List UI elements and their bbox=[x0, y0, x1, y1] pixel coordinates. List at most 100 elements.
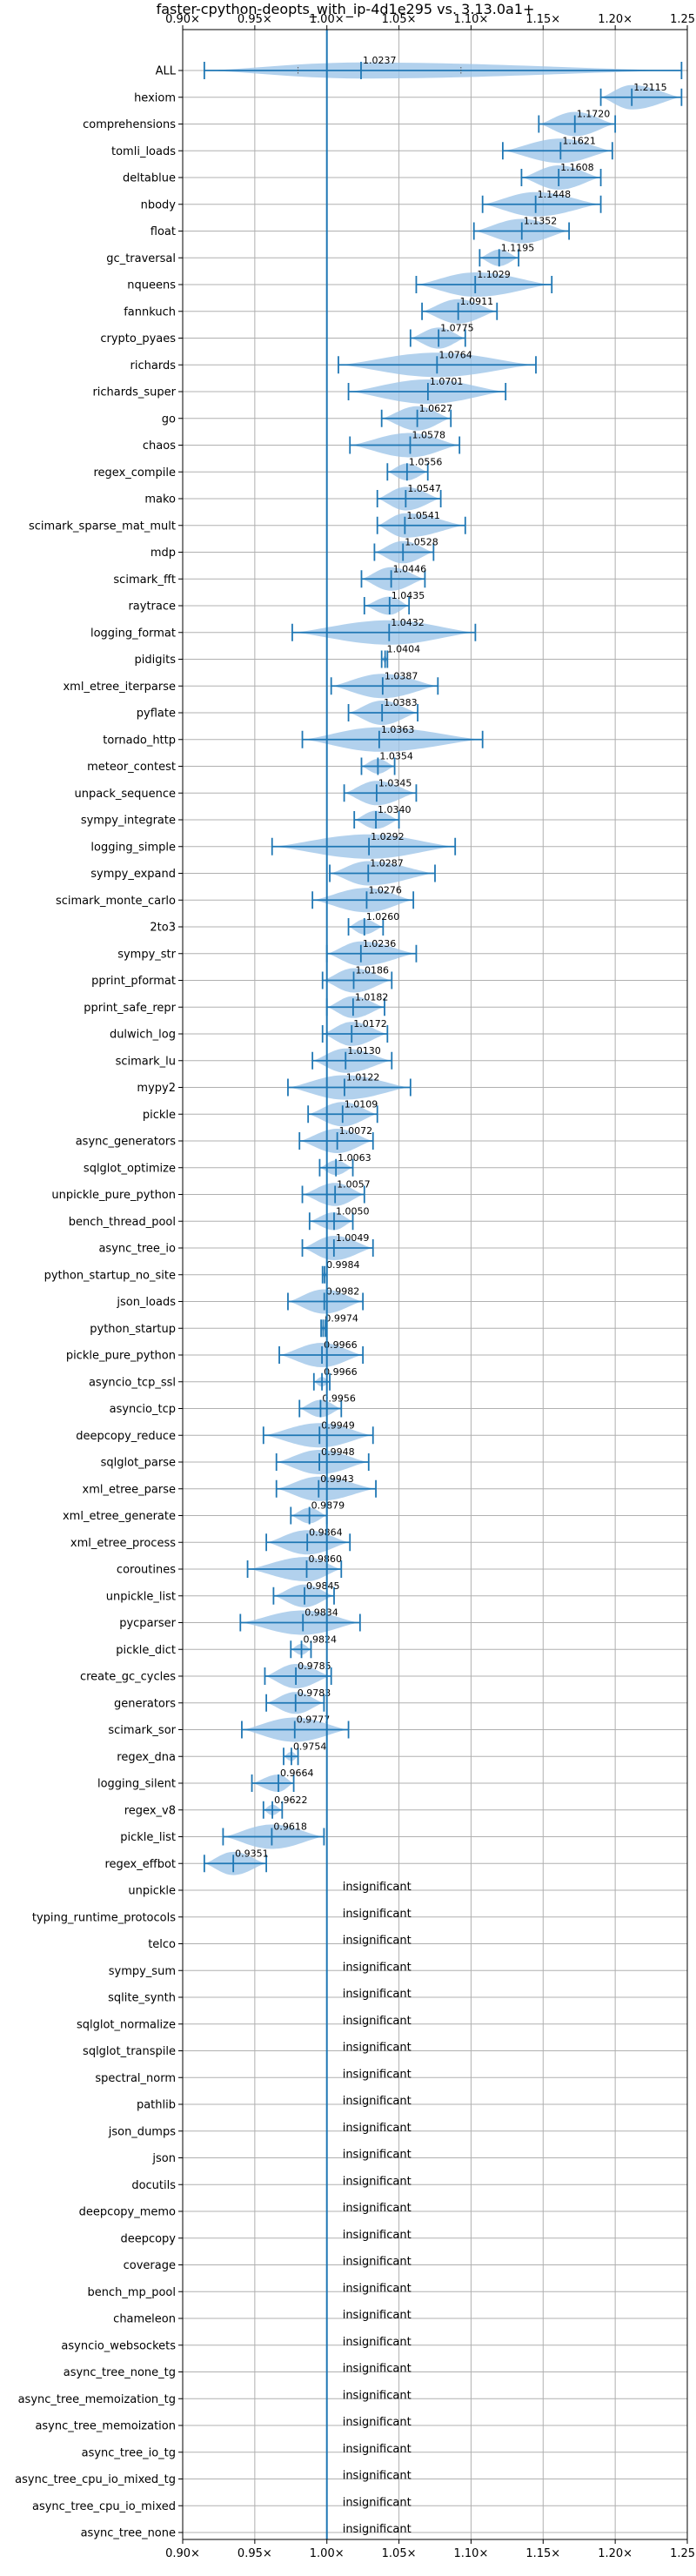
benchmark-label: nqueens bbox=[127, 279, 176, 292]
benchmark-label: python_startup bbox=[90, 1323, 176, 1336]
mean-value-label: 1.0345 bbox=[378, 777, 412, 788]
mean-value-label: 1.0122 bbox=[346, 1072, 380, 1083]
mean-value-label: 1.0547 bbox=[407, 483, 441, 494]
mean-value-label: 0.9984 bbox=[326, 1259, 360, 1271]
violin-layer: 1.0237 1.2115 1.1720 1.1621 1.1608 1.1448 1.13… bbox=[204, 30, 682, 2539]
benchmark-label: json_dumps bbox=[108, 2125, 176, 2138]
benchmark-label: logging_format bbox=[90, 627, 176, 640]
mean-value-label: 1.0627 bbox=[419, 403, 453, 414]
benchmark-label: scimark_fft bbox=[113, 574, 176, 587]
insignificant-label: insignificant bbox=[343, 2068, 412, 2081]
mean-value-label: 0.9864 bbox=[309, 1526, 343, 1538]
mean-value-label: 1.0287 bbox=[370, 858, 404, 869]
mean-value-label: 0.9879 bbox=[311, 1500, 345, 1512]
x-tick-label-top: 0.90× bbox=[165, 13, 200, 26]
benchmark-label: sympy_expand bbox=[90, 868, 176, 881]
benchmark-label: pyflate bbox=[137, 708, 176, 721]
mean-value-label: 1.0354 bbox=[379, 751, 413, 762]
benchmark-label: unpickle_pure_python bbox=[51, 1189, 176, 1202]
benchmark-label: typing_runtime_protocols bbox=[32, 1911, 176, 1924]
benchmark-label: raytrace bbox=[128, 600, 176, 614]
benchmark-label: sympy_integrate bbox=[81, 815, 176, 828]
mean-value-label: 1.0049 bbox=[336, 1232, 370, 1244]
mean-value-label: 1.1448 bbox=[538, 189, 572, 200]
mean-value-label: 1.0528 bbox=[405, 537, 438, 548]
benchmark-label: scimark_sor bbox=[108, 1724, 176, 1737]
benchmark-label: meteor_contest bbox=[87, 761, 176, 774]
mean-value-label: 1.0072 bbox=[339, 1125, 373, 1137]
benchmark-label: async_generators bbox=[76, 1136, 177, 1149]
mean-value-label: 0.9974 bbox=[325, 1312, 358, 1324]
insignificant-label: insignificant bbox=[343, 1961, 412, 1974]
benchmark-label: json bbox=[151, 2152, 176, 2165]
benchmark-label: xml_etree_parse bbox=[83, 1483, 176, 1496]
mean-value-label: 1.0578 bbox=[412, 430, 445, 441]
mean-value-label: 1.0556 bbox=[409, 456, 443, 467]
insignificant-label: insignificant bbox=[343, 2309, 412, 2322]
mean-value-label: 0.9664 bbox=[280, 1768, 314, 1779]
benchmark-label: sympy_str bbox=[117, 948, 176, 961]
insignificant-label: insignificant bbox=[343, 1908, 412, 1921]
mean-value-label: 1.0292 bbox=[371, 831, 405, 842]
mean-value-label: 1.0260 bbox=[366, 911, 400, 922]
benchmark-label: sqlglot_normalize bbox=[77, 2018, 176, 2031]
benchmark-label: sympy_sum bbox=[109, 1965, 176, 1978]
insignificant-label: insignificant bbox=[343, 2496, 412, 2509]
mean-value-label: 0.9824 bbox=[304, 1633, 338, 1645]
benchmark-label: mypy2 bbox=[137, 1082, 176, 1095]
benchmark-label: deepcopy_reduce bbox=[76, 1430, 176, 1443]
insignificant-label: insignificant bbox=[343, 2363, 412, 2376]
benchmark-label: unpickle_list bbox=[106, 1590, 176, 1603]
mean-value-label: 0.9845 bbox=[306, 1580, 340, 1592]
mean-value-label: 0.9943 bbox=[320, 1473, 354, 1485]
mean-value-label: 0.9351 bbox=[235, 1848, 269, 1859]
benchmark-label: pickle_dict bbox=[116, 1644, 176, 1657]
mean-value-label: 1.0050 bbox=[336, 1205, 370, 1217]
benchmark-label: pidigits bbox=[135, 654, 177, 667]
benchmark-label: sqlite_synth bbox=[108, 1992, 176, 2005]
mean-value-label: 1.0057 bbox=[337, 1179, 371, 1191]
benchmark-label: mako bbox=[144, 493, 176, 506]
x-tick-label-top: 1.20× bbox=[598, 13, 632, 26]
benchmark-label: asyncio_websockets bbox=[61, 2339, 176, 2352]
insignificant-label: insignificant bbox=[343, 1988, 412, 2001]
x-tick-label-bottom: 1.20× bbox=[598, 2547, 632, 2560]
benchmark-label: asyncio_tcp_ssl bbox=[89, 1376, 176, 1389]
benchmark-label: telco bbox=[148, 1938, 176, 1951]
benchmark-label: async_tree_none_tg bbox=[64, 2366, 176, 2379]
benchmark-label: async_tree_cpu_io_mixed bbox=[32, 2500, 176, 2513]
insignificant-label: insignificant bbox=[343, 2042, 412, 2055]
mean-value-label: 1.0276 bbox=[368, 884, 402, 896]
mean-value-label: 1.1621 bbox=[562, 135, 596, 146]
x-tick-label-top: 1.10× bbox=[454, 13, 489, 26]
mean-value-label: 0.9966 bbox=[324, 1366, 358, 1378]
mean-value-label: 1.0446 bbox=[393, 563, 427, 574]
insignificant-label: insignificant bbox=[343, 2202, 412, 2215]
benchmark-label: regex_dna bbox=[117, 1751, 176, 1764]
insignificant-label: insignificant bbox=[343, 2523, 412, 2536]
mean-value-label: 1.2115 bbox=[633, 82, 667, 93]
benchmark-label: fannkuch bbox=[124, 305, 176, 319]
x-tick-label-bottom: 0.90× bbox=[165, 2547, 200, 2560]
mean-value-label: 1.0130 bbox=[347, 1045, 381, 1057]
benchmark-label: pickle_pure_python bbox=[66, 1350, 176, 1363]
mean-value-label: 0.9783 bbox=[298, 1687, 331, 1699]
benchmark-label: pprint_pformat bbox=[91, 975, 176, 988]
benchmark-label: comprehensions bbox=[83, 118, 176, 131]
benchmark-label: regex_v8 bbox=[124, 1804, 176, 1817]
x-tick-label-bottom: 0.95× bbox=[238, 2547, 272, 2560]
insignificant-label: insignificant bbox=[343, 2443, 412, 2456]
insignificant-label: insignificant bbox=[343, 2416, 412, 2429]
mean-value-label: 1.0383 bbox=[384, 697, 418, 708]
mean-value-label: 1.0109 bbox=[345, 1098, 378, 1110]
insignificant-label: insignificant bbox=[343, 1881, 412, 1894]
insignificant-label: insignificant bbox=[343, 2122, 412, 2135]
mean-value-label: 1.0172 bbox=[353, 1018, 387, 1030]
x-tick-label-top: 1.05× bbox=[382, 13, 417, 26]
mean-value-label: 1.0363 bbox=[381, 724, 415, 735]
benchmark-label: deepcopy_memo bbox=[79, 2206, 176, 2219]
mean-value-label: 1.0237 bbox=[363, 55, 397, 66]
benchmark-label: unpickle bbox=[128, 1885, 176, 1898]
benchmark-label: asyncio_tcp bbox=[110, 1403, 176, 1416]
benchmark-label: create_gc_cycles bbox=[80, 1671, 176, 1684]
